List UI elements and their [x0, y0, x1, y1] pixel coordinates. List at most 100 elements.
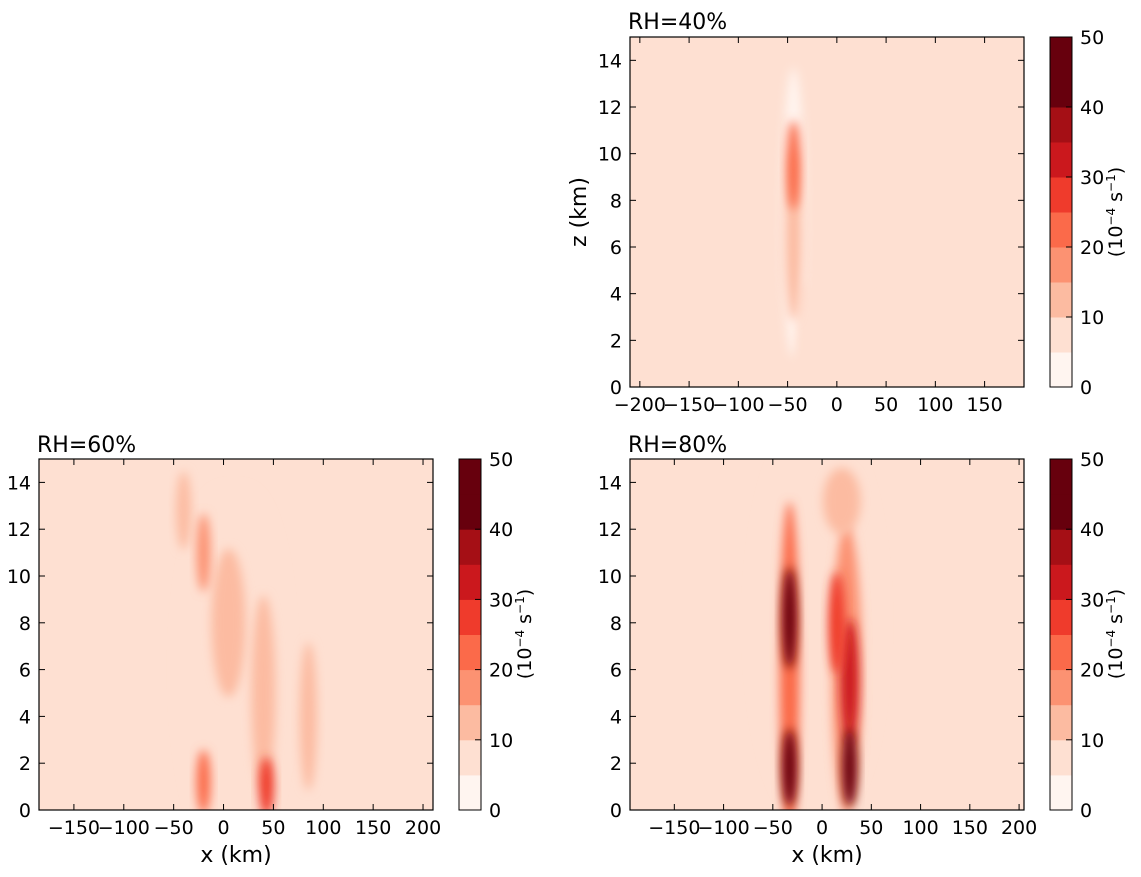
colorbar-level — [1050, 177, 1072, 213]
y-tick-label: 4 — [610, 706, 622, 728]
y-tick-label: 2 — [610, 330, 622, 352]
x-axis-ticks: −200−150−100 −50 0 50 100 150 — [614, 37, 1003, 416]
colorbar: 0 10 20 30 40 50 (10−4 s−1) — [1049, 27, 1127, 399]
plot-frame — [629, 458, 1025, 811]
y-tick-label: 4 — [19, 706, 31, 728]
colorbar-level — [1050, 634, 1072, 671]
colorbar-tick-label: 40 — [489, 519, 513, 541]
colorbar: 0 10 20 30 40 50 (10−4 s−1) — [458, 449, 536, 822]
x-axis-label: x (km) — [200, 843, 271, 868]
colorbar-level — [459, 599, 481, 635]
contour-field — [630, 459, 1024, 810]
colorbar-level — [1050, 459, 1072, 495]
x-tick-label: 100 — [917, 394, 953, 416]
y-tick-label: 6 — [610, 660, 622, 682]
x-tick-label: 0 — [217, 817, 229, 839]
colorbar-level — [459, 564, 481, 600]
colorbar-ticks: 0 10 20 30 40 50 — [475, 449, 513, 822]
colorbar-tick-label: 30 — [489, 589, 513, 611]
x-axis-label: x (km) — [791, 843, 862, 868]
colorbar-level — [459, 739, 481, 776]
colorbar-level — [1050, 247, 1072, 283]
colorbar-level — [1050, 669, 1072, 706]
plot-frame — [629, 36, 1025, 388]
y-tick-label: 8 — [610, 190, 622, 212]
x-tick-label: 200 — [1001, 817, 1037, 839]
y-tick-label: 0 — [610, 377, 622, 399]
x-tick-label: −100 — [712, 394, 764, 416]
colorbar-level — [1050, 529, 1072, 565]
y-tick-label: 12 — [598, 97, 622, 119]
y-axis-ticks: 0 2 4 6 8 10 12 14 — [7, 472, 433, 822]
colorbar-level — [1050, 107, 1072, 143]
colorbar-label: (10−4 s−1) — [513, 589, 536, 679]
y-axis-ticks: 0 2 4 6 8 10 12 14 — [598, 50, 1024, 399]
panel-title: RH=80% — [628, 433, 727, 458]
x-tick-label: −100 — [98, 817, 150, 839]
colorbar-tick-label: 20 — [1080, 237, 1104, 259]
contour-background — [630, 37, 1024, 387]
colorbar-level — [1050, 282, 1072, 318]
contour-feature — [876, 296, 890, 375]
y-tick-label: 12 — [598, 519, 622, 541]
colorbar-tick-label: 30 — [1080, 167, 1104, 189]
y-tick-label: 10 — [598, 144, 622, 166]
x-tick-label: −150 — [663, 394, 715, 416]
colorbar-level — [459, 669, 481, 706]
colorbar-tick-label: 0 — [489, 800, 501, 822]
colorbar-tick-label: 50 — [489, 449, 513, 471]
contour-feature — [251, 595, 276, 791]
colorbar-tick-label: 10 — [489, 730, 513, 752]
colorbar-level — [459, 459, 481, 495]
colorbar-frame — [1049, 458, 1073, 811]
colorbar-level — [1050, 212, 1072, 248]
colorbar-label: (10−4 s−1) — [1104, 167, 1127, 257]
panel-rh40: RH=40% −200−150−100 −50 0 50 100 150 02468101… — [567, 10, 1127, 416]
colorbar-tick-label: 30 — [1080, 589, 1104, 611]
colorbar-level — [459, 494, 481, 530]
contour-feature — [299, 642, 317, 791]
x-tick-label: 50 — [261, 817, 285, 839]
x-tick-label: 100 — [305, 817, 341, 839]
x-tick-label: 150 — [952, 817, 988, 839]
colorbar-label: (10−4 s−1) — [1104, 589, 1127, 679]
colorbar-tick-label: 40 — [1080, 519, 1104, 541]
colorbar-level — [1050, 142, 1072, 178]
x-tick-label: −100 — [697, 817, 749, 839]
y-tick-label: 12 — [7, 519, 31, 541]
colorbar-level — [459, 634, 481, 671]
colorbar-level — [1050, 352, 1072, 388]
colorbar-ticks: 0 10 20 30 40 50 — [1066, 449, 1104, 822]
contour-feature — [842, 728, 858, 807]
x-tick-label: −50 — [753, 817, 793, 839]
plot-frame — [38, 458, 434, 811]
colorbar-tick-label: 40 — [1080, 97, 1104, 119]
colorbar-level — [1050, 317, 1072, 353]
colorbar-tick-label: 20 — [489, 660, 513, 682]
y-tick-label: 6 — [19, 660, 31, 682]
colorbar-tick-label: 10 — [1080, 307, 1104, 329]
colorbar: 0 10 20 30 40 50 (10−4 s−1) — [1049, 449, 1127, 822]
x-tick-label: 0 — [831, 394, 843, 416]
x-tick-label: 50 — [859, 817, 883, 839]
colorbar-frame — [458, 458, 482, 811]
contour-feature — [196, 513, 211, 592]
x-tick-label: 150 — [355, 817, 391, 839]
x-tick-label: 150 — [966, 394, 1002, 416]
y-tick-label: 2 — [19, 753, 31, 775]
y-tick-label: 14 — [598, 472, 622, 494]
colorbar-tick-label: 0 — [1080, 377, 1092, 399]
contour-feature — [211, 548, 246, 697]
y-axis-ticks: 0 2 4 6 8 10 12 14 — [598, 472, 1024, 822]
contour-feature — [196, 749, 211, 810]
contour-feature — [782, 567, 798, 669]
colorbar-level — [1050, 564, 1072, 600]
colorbar-level — [1050, 494, 1072, 530]
colorbar-ticks: 0 10 20 30 40 50 — [1066, 27, 1104, 399]
y-axis-label: z (km) — [567, 177, 592, 247]
x-tick-label: 50 — [874, 394, 898, 416]
colorbar-level — [1050, 72, 1072, 108]
contour-feature — [782, 728, 798, 807]
colorbar-level — [1050, 599, 1072, 635]
y-tick-label: 14 — [7, 472, 31, 494]
